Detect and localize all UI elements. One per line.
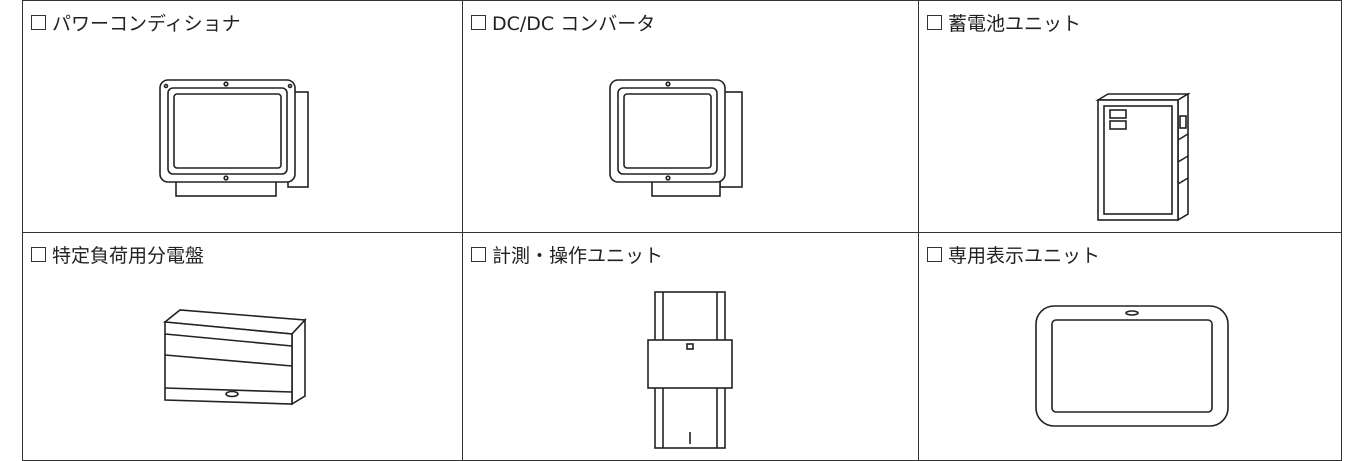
measurement-unit-drawing <box>647 291 733 449</box>
checkbox[interactable] <box>471 15 486 30</box>
checkbox[interactable] <box>927 15 942 30</box>
dcdc-converter-drawing <box>609 79 743 197</box>
label-text: パワーコンディショナ <box>52 13 241 35</box>
checkbox[interactable] <box>31 15 46 30</box>
cell-label: 特定負荷用分電盤 <box>31 241 204 268</box>
battery-unit-drawing <box>1095 92 1191 222</box>
cell-label: 蓄電池ユニット <box>927 9 1081 36</box>
label-text: 蓄電池ユニット <box>948 13 1082 35</box>
display-unit-drawing <box>1035 305 1229 427</box>
label-text: 専用表示ユニット <box>948 245 1101 267</box>
cell-label: 計測・操作ユニット <box>471 241 663 268</box>
label-text: 計測・操作ユニット <box>492 245 664 267</box>
checkbox[interactable] <box>471 247 486 262</box>
cell-label: 専用表示ユニット <box>927 241 1100 268</box>
label-text: 特定負荷用分電盤 <box>52 245 205 267</box>
distribution-panel-drawing <box>162 309 307 406</box>
label-text: DC/DC コンバータ <box>492 13 656 35</box>
cell-label: パワーコンディショナ <box>31 9 241 36</box>
checkbox[interactable] <box>927 247 942 262</box>
cell-label: DC/DC コンバータ <box>471 9 655 36</box>
checkbox[interactable] <box>31 247 46 262</box>
power-conditioner-drawing <box>159 79 309 197</box>
